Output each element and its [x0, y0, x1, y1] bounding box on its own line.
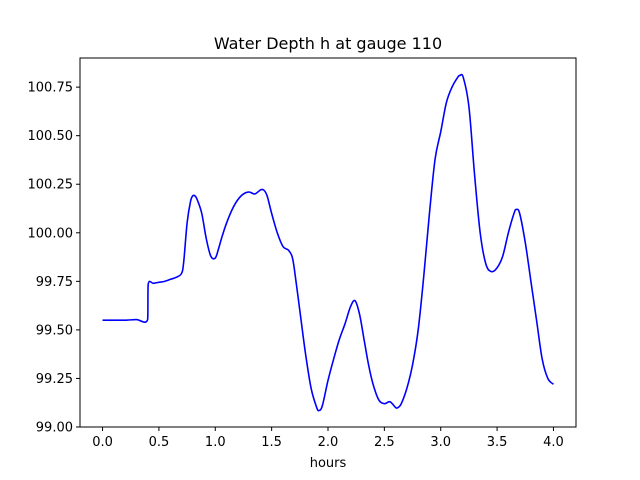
y-tick-label: 99.50 — [36, 323, 73, 338]
x-tick-label: 2.5 — [374, 435, 395, 450]
plot-layer — [102, 73, 555, 412]
x-axis-label: hours — [310, 456, 347, 471]
x-tick-label: 4.0 — [543, 435, 564, 450]
y-tick-label: 99.25 — [36, 372, 73, 387]
x-tick-label: 2.0 — [318, 435, 339, 450]
y-tick-label: 100.25 — [28, 178, 74, 193]
y-tick-label: 100.50 — [28, 129, 74, 144]
x-tick-label: 0.0 — [92, 435, 113, 450]
series-line-water-depth — [102, 73, 555, 412]
x-tick-label: 1.5 — [261, 435, 282, 450]
x-tick-label: 0.5 — [149, 435, 170, 450]
x-tick-label: 3.0 — [430, 435, 451, 450]
chart-title: Water Depth h at gauge 110 — [214, 34, 442, 53]
y-tick-label: 100.00 — [28, 226, 74, 241]
x-tick-label: 3.5 — [487, 435, 508, 450]
x-axis-ticks: 0.0 0.5 1.0 1.5 2.0 2.5 3.0 3.5 4.0 — [92, 427, 564, 450]
y-tick-label: 99.00 — [36, 421, 73, 436]
y-tick-label: 100.75 — [28, 81, 74, 96]
y-axis-ticks: 99.00 99.25 99.50 99.75 100.00 100.25 100.50 10… — [28, 81, 80, 436]
x-tick-label: 1.0 — [205, 435, 226, 450]
y-tick-label: 99.75 — [36, 275, 73, 290]
